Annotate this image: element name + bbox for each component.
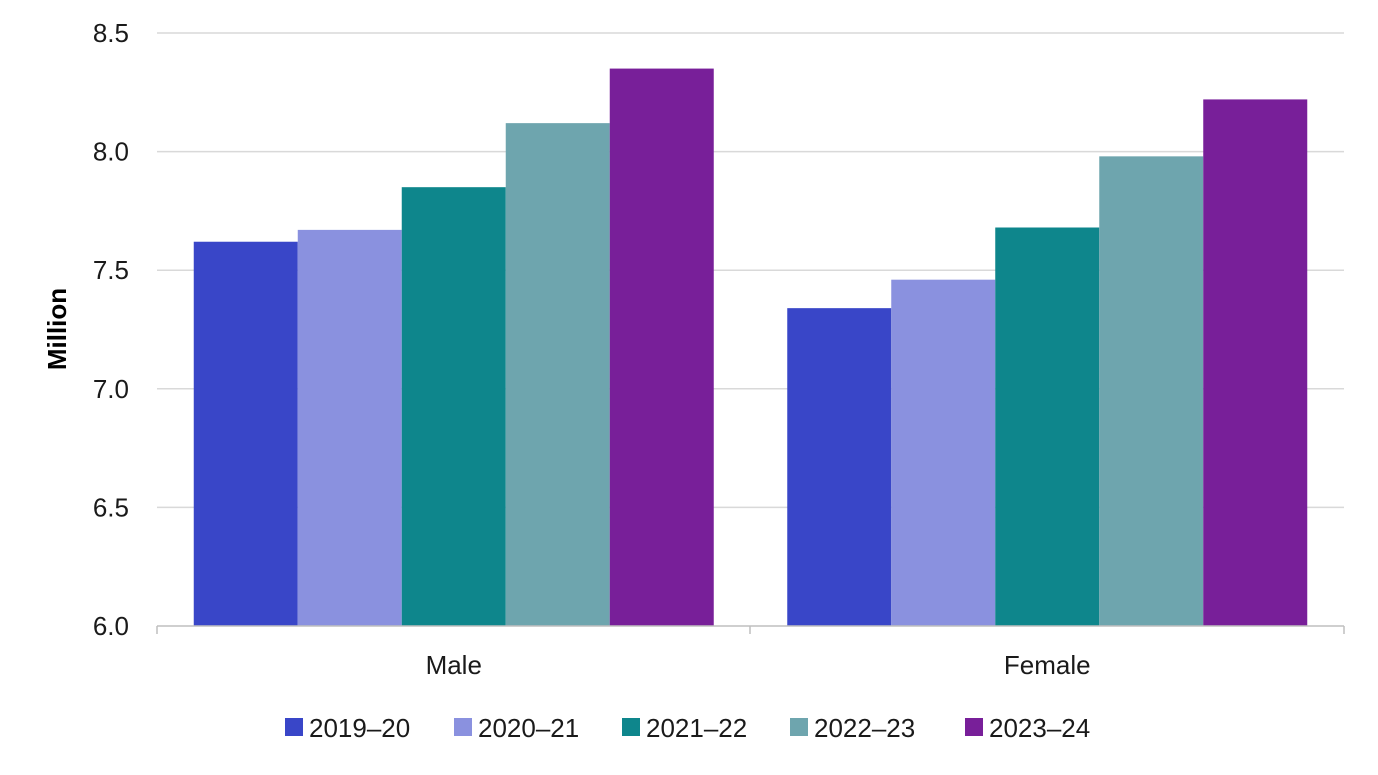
x-category-labels: Male Female xyxy=(426,650,1091,680)
legend: 2019–20 2020–21 2021–22 2022–23 2023–24 xyxy=(285,713,1090,743)
bar xyxy=(1203,99,1308,626)
legend-swatch xyxy=(790,718,808,736)
legend-swatch xyxy=(454,718,472,736)
y-tick-label: 8.5 xyxy=(93,18,129,48)
y-tick-label: 7.0 xyxy=(93,374,129,404)
legend-swatch xyxy=(285,718,303,736)
bar xyxy=(609,68,714,626)
axes xyxy=(156,625,1345,634)
bar xyxy=(297,229,402,626)
legend-swatch xyxy=(622,718,640,736)
legend-swatch xyxy=(965,718,983,736)
x-category-label: Female xyxy=(1004,650,1091,680)
bar xyxy=(891,279,996,626)
legend-label: 2020–21 xyxy=(478,713,579,743)
bar xyxy=(995,227,1100,626)
y-tick-label: 6.0 xyxy=(93,611,129,641)
x-category-label: Male xyxy=(426,650,482,680)
y-tick-labels: 6.0 6.5 7.0 7.5 8.0 8.5 xyxy=(93,18,129,641)
bars xyxy=(193,68,1308,627)
legend-label: 2023–24 xyxy=(989,713,1090,743)
bar xyxy=(401,187,506,626)
y-tick-label: 7.5 xyxy=(93,255,129,285)
bar xyxy=(1099,156,1204,626)
y-tick-label: 6.5 xyxy=(93,492,129,522)
bar xyxy=(505,123,610,627)
y-tick-label: 8.0 xyxy=(93,137,129,167)
legend-label: 2021–22 xyxy=(646,713,747,743)
legend-label: 2022–23 xyxy=(814,713,915,743)
y-axis-title: Million xyxy=(42,288,72,370)
legend-label: 2019–20 xyxy=(309,713,410,743)
bar xyxy=(193,241,298,626)
bar xyxy=(787,308,892,626)
